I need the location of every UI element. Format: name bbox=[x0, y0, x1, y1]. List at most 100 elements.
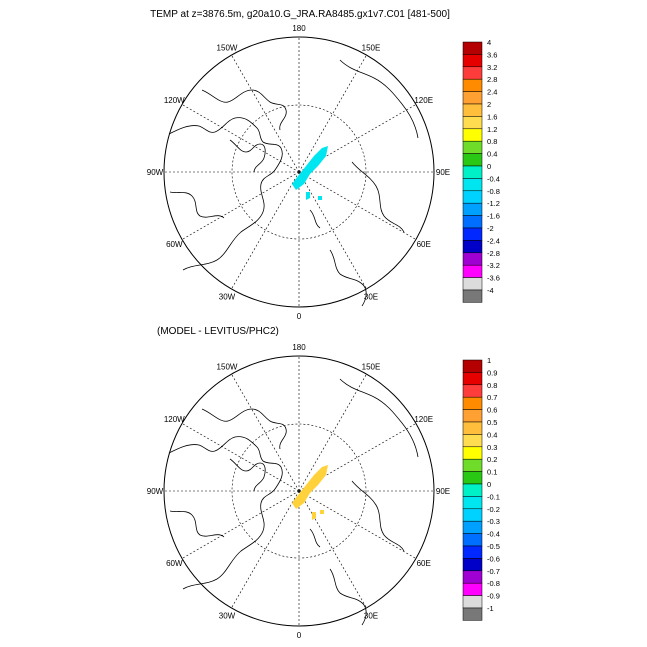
panel1-graticule bbox=[164, 37, 434, 307]
panel1-colorbar-swatch bbox=[462, 240, 483, 254]
panel1-colorbar-label: -0.8 bbox=[487, 187, 500, 196]
panel2-colorbar-label: 0.1 bbox=[487, 468, 497, 477]
panel1-coastlines bbox=[168, 59, 419, 307]
panel2-field-patch-small bbox=[312, 512, 316, 520]
panel1-colorbar-label: 1.2 bbox=[487, 125, 497, 134]
panel2-lon-label: 90E bbox=[436, 487, 450, 496]
panel1-lon-label: 90E bbox=[436, 168, 450, 177]
panel1-colorbar-swatch bbox=[462, 128, 483, 142]
panel1-colorbar-swatch bbox=[462, 289, 483, 303]
panel1-lon-label: 180 bbox=[292, 24, 306, 33]
panel1-colorbar-swatch bbox=[462, 190, 483, 204]
panel2-colorbar-swatch bbox=[462, 545, 483, 559]
panel2-colorbar-swatch bbox=[462, 372, 483, 386]
panel2-colorbar-label: 0.9 bbox=[487, 368, 497, 377]
panel2-colorbar-swatch bbox=[462, 508, 483, 522]
panel1-lon-label: 60E bbox=[417, 240, 431, 249]
panel2-colorbar-swatch bbox=[462, 421, 483, 435]
panel1-colorbar-label: -1.2 bbox=[487, 199, 500, 208]
panel2-colorbar-swatch bbox=[462, 396, 483, 410]
panel2-colorbar-swatch bbox=[462, 570, 483, 584]
panel1-colorbar-label: -0.4 bbox=[487, 174, 500, 183]
panel1-colorbar-label: 3.6 bbox=[487, 50, 497, 59]
panel1-lon-label: 0 bbox=[297, 312, 302, 321]
panel2-lon-label: 0 bbox=[297, 631, 302, 640]
panel1-colorbar-swatch bbox=[462, 227, 483, 241]
panel1-meridian bbox=[181, 104, 300, 173]
panel1-lon-label: 30W bbox=[219, 293, 236, 302]
panel2-colorbar-swatch bbox=[462, 471, 483, 485]
panel2-colorbar-swatch bbox=[462, 446, 483, 460]
panel2-meridian bbox=[181, 423, 300, 492]
panel1-lon-labels: 180 150E 120E 90E 60E 30E 0 30W 60W 90W 120W 150W bbox=[147, 24, 450, 321]
panel2-colorbar-swatch bbox=[462, 607, 483, 621]
panel1-colorbar-label: -3.2 bbox=[487, 261, 500, 270]
panel2-colorbar-label: -0.4 bbox=[487, 530, 500, 539]
panel2-colorbar-swatch bbox=[462, 520, 483, 534]
panel1-meridian bbox=[231, 171, 300, 290]
panel2-field bbox=[292, 465, 328, 520]
panel1-lon-label: 120W bbox=[164, 96, 185, 105]
panel1-colorbar-label: 2 bbox=[487, 100, 491, 109]
panel2-colorbar-label: 0.7 bbox=[487, 393, 497, 402]
panel2-colorbar-swatch bbox=[462, 434, 483, 448]
panel1-colorbar-swatch bbox=[462, 140, 483, 154]
panel2-field-patch bbox=[292, 465, 328, 509]
panel1-meridian bbox=[298, 54, 367, 173]
panel2-lon-label: 180 bbox=[292, 343, 306, 352]
panel2-lon-labels: 180 150E 120E 90E 60E 30E 0 30W 60W 90W 120W 150W bbox=[147, 343, 450, 640]
panel1-meridian bbox=[298, 171, 367, 290]
panel2-colorbar-label: -0.2 bbox=[487, 505, 500, 514]
panel1-lon-label: 120E bbox=[414, 96, 433, 105]
panel1-field bbox=[292, 146, 328, 200]
panel1-colorbar-swatch bbox=[462, 264, 483, 278]
panel1-colorbar-swatch bbox=[462, 215, 483, 229]
panel1-meridian bbox=[298, 171, 417, 240]
panel2-colorbar-swatch bbox=[462, 409, 483, 423]
panel1-colorbar-swatch bbox=[462, 165, 483, 179]
panel2-colorbar-label: -0.9 bbox=[487, 592, 500, 601]
panel2-colorbar-label: -0.8 bbox=[487, 579, 500, 588]
panel2-coastlines bbox=[168, 378, 419, 626]
panel2-colorbar-label: 0.3 bbox=[487, 443, 497, 452]
panel1-latitude-circle bbox=[231, 104, 367, 240]
panel2-colorbar-label: -0.6 bbox=[487, 554, 500, 563]
panel1-colorbar-label: 2.8 bbox=[487, 75, 497, 84]
panel2-lon-label: 30W bbox=[219, 612, 236, 621]
panel1-field-patch-small bbox=[306, 192, 310, 200]
panel2-map: 180 150E 120E 90E 60E 30E 0 30W 60W 90W 120W 150W bbox=[147, 343, 450, 640]
panel1-colorbar-swatch bbox=[462, 153, 483, 167]
panel1-lon-label: 150E bbox=[362, 43, 381, 52]
panel1-colorbar-label: 1.6 bbox=[487, 112, 497, 121]
panel1-colorbar-swatch bbox=[462, 91, 483, 105]
panel1-colorbar-label: 3.2 bbox=[487, 63, 497, 72]
panel2-graticule bbox=[164, 356, 434, 626]
panel1-colorbar-label: 0.8 bbox=[487, 137, 497, 146]
panel2-meridian bbox=[298, 373, 367, 492]
panel2-colorbar-label: -0.5 bbox=[487, 542, 500, 551]
panel2-lon-label: 150W bbox=[217, 362, 238, 371]
panel2-colorbar-label: -0.7 bbox=[487, 567, 500, 576]
panel2-meridian bbox=[298, 490, 417, 559]
panel2-title: (MODEL - LEVITUS/PHC2) bbox=[157, 326, 279, 337]
panel1-colorbar-label: -1.6 bbox=[487, 212, 500, 221]
panel2-lon-label: 90W bbox=[147, 487, 164, 496]
panel1-colorbar-label: -4 bbox=[487, 286, 494, 295]
panel1-colorbar: 4 3.6 3.2 2.8 2.4 2 1.6 1.2 0.8 0.4 0 -0.4 -0.8 -1.2 -… bbox=[462, 38, 500, 303]
panel2-colorbar-label: 0.2 bbox=[487, 455, 497, 464]
panel2-colorbar-swatch bbox=[462, 359, 483, 373]
panel2-colorbar: 1 0.9 0.8 0.7 0.6 0.5 0.4 0.3 0.2 0.1 0 -0.1 -0.2 -0.… bbox=[462, 356, 500, 621]
panel1-colorbar-swatch bbox=[462, 202, 483, 216]
panel2-meridian bbox=[181, 490, 300, 559]
panel1-colorbar-label: -2 bbox=[487, 224, 494, 233]
panel1-colorbar-swatch bbox=[462, 78, 483, 92]
panel2-lon-label: 30E bbox=[364, 612, 378, 621]
panel2-colorbar-swatch bbox=[462, 496, 483, 510]
panel1-colorbar-label: 2.4 bbox=[487, 88, 497, 97]
panel2-latitude-circle bbox=[231, 423, 367, 559]
panel1-colorbar-swatch bbox=[462, 252, 483, 266]
panel1-lon-label: 60W bbox=[166, 240, 183, 249]
panel2-colorbar-label: 0.8 bbox=[487, 381, 497, 390]
panel2-meridian bbox=[231, 490, 300, 609]
